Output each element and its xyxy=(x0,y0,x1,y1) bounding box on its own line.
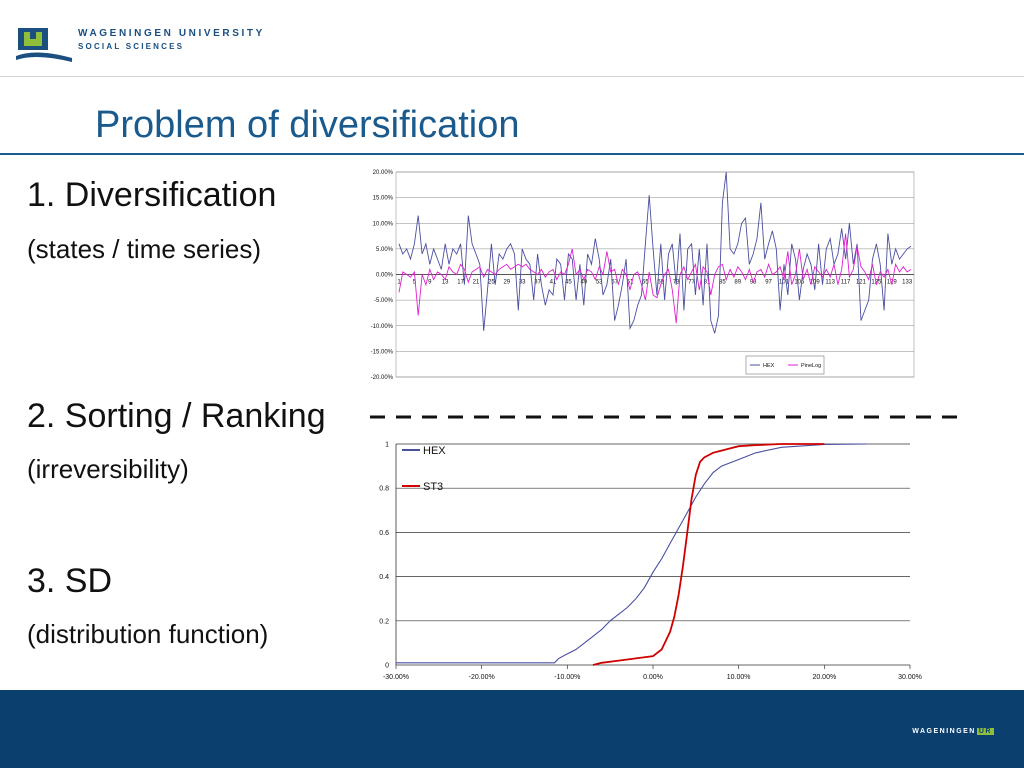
chart2-x-tick: -20.00% xyxy=(469,674,495,681)
distribution-chart: 0 0.2 0.4 0.6 0.8 1 -30.00% -20.00% -10.00% 0.00%… xyxy=(379,442,922,682)
chart1-x-tick: 5 xyxy=(413,280,417,286)
chart1-x-tick: 113 xyxy=(825,280,835,286)
chart1-x-tick: 9 xyxy=(428,280,432,286)
chart2-legend-label: HEX xyxy=(423,445,446,457)
footer-logo-text: WAGENINGEN xyxy=(912,728,976,735)
chart1-x-tick: 101 xyxy=(779,280,790,286)
organization-name: WAGENINGEN UNIVERSITY SOCIAL SCIENCES xyxy=(78,28,265,51)
chart1-legend-box xyxy=(745,355,825,375)
bullet-2-sub: (irreversibility) xyxy=(27,454,189,484)
slide-title: Problem of diversification xyxy=(95,104,520,146)
chart2-y-tick: 0.8 xyxy=(379,486,389,493)
chart1-series-line-pinelog xyxy=(398,233,912,324)
chart2-y-tick: 0 xyxy=(385,663,389,670)
chart1-x-tick: 69 xyxy=(657,280,664,286)
chart1-x-tick: 29 xyxy=(503,280,510,286)
chart2-y-tick: 0.6 xyxy=(379,530,389,537)
chart1-y-tick: 15.00% xyxy=(373,196,394,202)
chart1-x-tick: 33 xyxy=(519,280,526,286)
bullet-2-main: 2. Sorting / Ranking xyxy=(27,397,326,435)
chart1-y-tick: -20.00% xyxy=(371,375,394,381)
bullet-1-sub: (states / time series) xyxy=(27,234,262,264)
chart2-x-tick: -30.00% xyxy=(383,674,409,681)
chart2-x-tick: 10.00% xyxy=(727,674,751,681)
chart1-y-tick: -15.00% xyxy=(371,349,394,355)
chart1-x-tick: 61 xyxy=(627,280,634,286)
chart1-x-tick: 81 xyxy=(704,280,711,286)
chart1-x-tick: 25 xyxy=(488,280,495,286)
chart2-legend-label: ST3 xyxy=(423,481,443,493)
chart1-series-line-hex xyxy=(398,171,912,334)
bullet-3-main: 3. SD xyxy=(27,562,113,600)
chart2-y-tick: 0.4 xyxy=(379,574,389,581)
chart2-x-tick: 30.00% xyxy=(898,674,922,681)
time-series-chart: 20.00% 15.00% 10.00% 5.00% 0.00% -5.00% -10.00… xyxy=(371,170,915,381)
chart1-x-tick: 57 xyxy=(611,280,618,286)
chart1-x-tick: 77 xyxy=(688,280,695,286)
chart1-x-tick: 89 xyxy=(734,280,741,286)
chart1-x-tick: 121 xyxy=(856,280,867,286)
chart2-x-tick: 20.00% xyxy=(812,674,836,681)
chart1-x-tick: 45 xyxy=(565,280,572,286)
chart2-series-line-hex xyxy=(396,443,868,664)
org-line2: SOCIAL SCIENCES xyxy=(78,42,185,51)
chart1-x-tick: 17 xyxy=(457,280,464,286)
wageningen-logo-icon xyxy=(16,28,72,62)
footer-bar xyxy=(0,690,1024,768)
chart1-y-tick: -10.00% xyxy=(371,324,394,330)
chart1-x-tick: 1 xyxy=(397,280,401,286)
org-line1: WAGENINGEN UNIVERSITY xyxy=(78,28,265,39)
chart1-x-tick: 49 xyxy=(580,280,587,286)
chart1-y-tick: -5.00% xyxy=(374,298,394,304)
chart2-y-tick: 1 xyxy=(385,442,389,449)
chart1-x-tick: 41 xyxy=(550,280,557,286)
footer-logo-badge: UR xyxy=(976,728,994,735)
chart1-x-tick: 37 xyxy=(534,280,541,286)
chart1-x-tick: 133 xyxy=(902,280,913,286)
chart1-legend-label: HEX xyxy=(763,363,775,369)
chart2-y-tick: 0.2 xyxy=(379,618,389,625)
chart1-x-tick: 85 xyxy=(719,280,726,286)
footer-logo: WAGENINGEN UR xyxy=(912,728,994,735)
ranking-dashed-line xyxy=(370,415,962,419)
chart1-y-tick: 0.00% xyxy=(376,273,394,279)
chart2-x-tick: -10.00% xyxy=(554,674,580,681)
chart1-y-tick: 5.00% xyxy=(376,247,394,253)
chart1-y-tick: 10.00% xyxy=(373,221,394,227)
bullet-3-sub: (distribution function) xyxy=(27,619,269,649)
chart1-x-tick: 105 xyxy=(794,280,805,286)
chart1-x-tick: 97 xyxy=(765,280,772,286)
chart1-x-tick: 21 xyxy=(473,280,480,286)
chart1-y-tick: 20.00% xyxy=(373,170,394,176)
chart1-x-tick: 53 xyxy=(596,280,603,286)
chart2-series-line-st3 xyxy=(592,443,825,666)
chart1-x-tick: 117 xyxy=(841,280,851,286)
chart1-legend-label: PineLog xyxy=(801,363,821,369)
bullet-1-main: 1. Diversification xyxy=(27,176,277,214)
header-divider xyxy=(0,76,1024,77)
title-divider xyxy=(0,153,1024,155)
chart1-x-tick: 65 xyxy=(642,280,649,286)
chart2-x-tick: 0.00% xyxy=(643,674,663,681)
chart1-x-tick: 13 xyxy=(442,280,449,286)
